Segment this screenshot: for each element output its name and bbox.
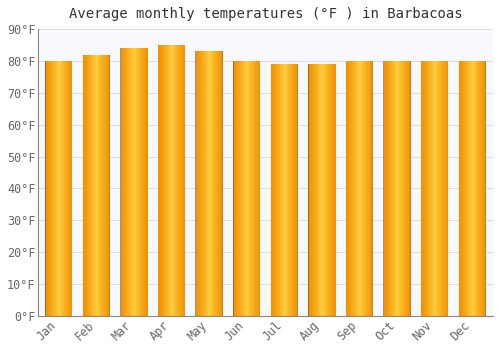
Title: Average monthly temperatures (°F ) in Barbacoas: Average monthly temperatures (°F ) in Ba…	[69, 7, 462, 21]
